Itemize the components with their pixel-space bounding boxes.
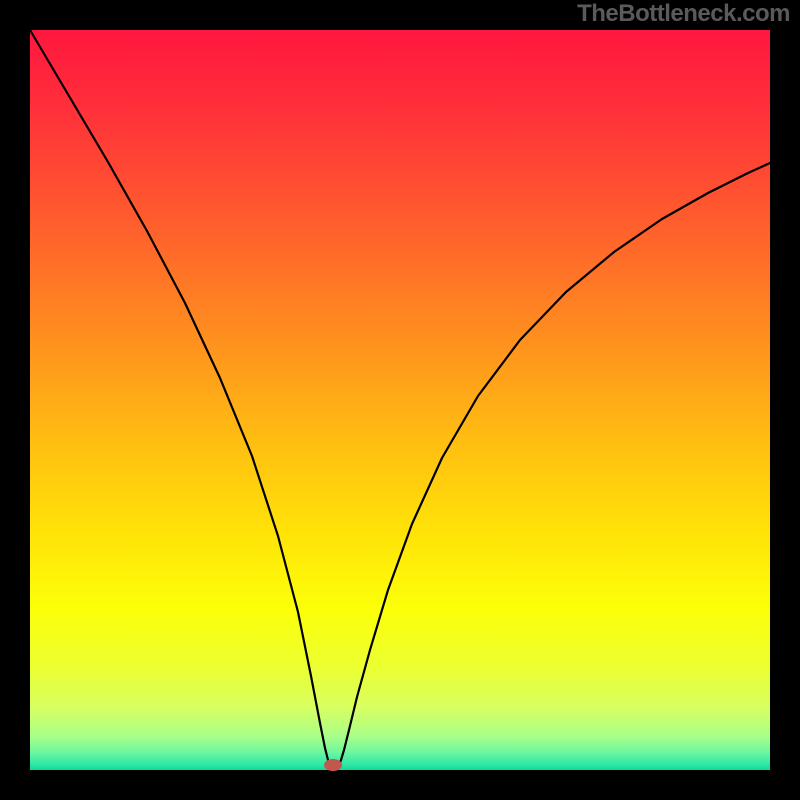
watermark-text: TheBottleneck.com xyxy=(577,0,790,28)
optimal-point-marker xyxy=(324,759,342,771)
chart-frame: TheBottleneck.com xyxy=(0,0,800,800)
plot-background xyxy=(30,30,770,770)
bottleneck-chart xyxy=(0,0,800,800)
